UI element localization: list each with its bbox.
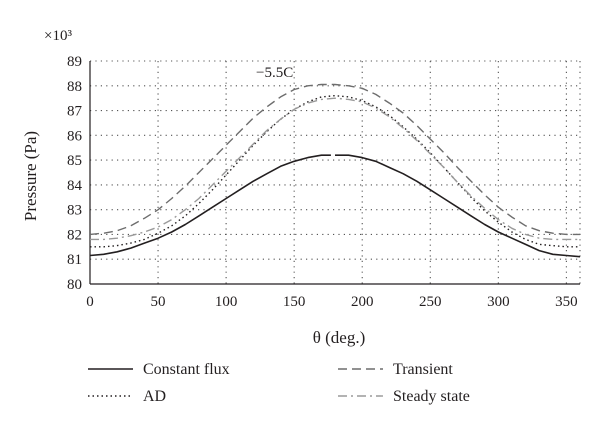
series-lines <box>89 83 581 258</box>
x-tick-label: 200 <box>351 294 374 310</box>
series-line-ad <box>90 95 580 248</box>
y-tick-label: 83 <box>67 203 82 219</box>
grid <box>90 60 581 284</box>
legend-label: AD <box>143 388 166 405</box>
axes <box>89 61 580 285</box>
y-tick-label: 81 <box>67 252 82 268</box>
x-tick-label: 0 <box>86 294 94 310</box>
y-tick-label: 88 <box>67 79 82 95</box>
x-tick-label: 300 <box>487 294 510 310</box>
series-line-transient <box>89 83 580 236</box>
tick-labels: 80 81 82 83 84 85 86 87 88 89 0 50 100 150 200 250 300 35… <box>67 54 578 310</box>
legend-label: Transient <box>393 361 453 378</box>
y-tick-label: 82 <box>67 227 82 243</box>
x-tick-label: 350 <box>555 294 578 310</box>
x-tick-label: 100 <box>215 294 238 310</box>
legend: Constant flux Transient AD Steady state <box>88 361 470 405</box>
y-axis-label: Pressure (Pa) <box>21 131 40 221</box>
x-tick-label: 50 <box>151 294 166 310</box>
y-tick-label: 86 <box>67 128 83 144</box>
y-axis-multiplier: ×10³ <box>44 28 72 44</box>
legend-label: Steady state <box>393 388 470 405</box>
peak-annotation: −5.5C <box>256 65 293 81</box>
legend-label: Constant flux <box>143 361 230 378</box>
series-line-steady-state <box>90 97 580 241</box>
x-tick-label: 250 <box>419 294 442 310</box>
series-line-constant-flux <box>89 154 581 258</box>
y-tick-label: 85 <box>67 153 82 169</box>
y-tick-label: 87 <box>67 104 83 120</box>
x-tick-label: 150 <box>283 294 306 310</box>
y-tick-label: 80 <box>67 277 82 293</box>
x-axis-label: θ (deg.) <box>313 328 366 347</box>
y-tick-label: 89 <box>67 54 82 70</box>
y-tick-label: 84 <box>67 178 83 194</box>
